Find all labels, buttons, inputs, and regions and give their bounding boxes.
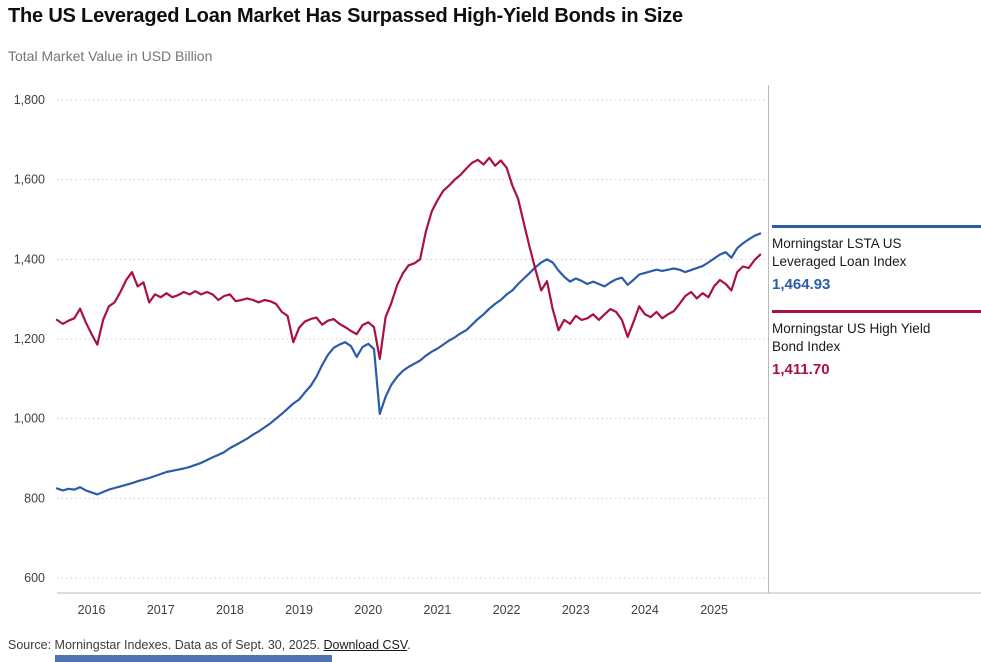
source-footer: Source: Morningstar Indexes. Data as of … [8,638,411,652]
svg-text:1,000: 1,000 [14,412,45,426]
svg-text:2025: 2025 [700,603,728,617]
source-text: Source: Morningstar Indexes. Data as of … [8,638,324,652]
svg-text:1,800: 1,800 [14,93,45,107]
plot-svg: 600 800 1,000 1,200 1,400 1,600 1,800 2016 2017 2… [14,85,981,617]
svg-text:2021: 2021 [424,603,452,617]
svg-text:800: 800 [24,491,45,505]
source-text-suffix: . [407,638,411,652]
svg-text:2019: 2019 [285,603,313,617]
svg-text:2020: 2020 [354,603,382,617]
bottom-blue-bar [55,655,332,662]
chart-subtitle: Total Market Value in USD Billion [8,48,213,64]
chart-title: The US Leveraged Loan Market Has Surpass… [8,5,683,27]
svg-text:2024: 2024 [631,603,659,617]
svg-text:2017: 2017 [147,603,175,617]
svg-text:2022: 2022 [493,603,521,617]
svg-text:1,400: 1,400 [14,252,45,266]
svg-text:1,200: 1,200 [14,332,45,346]
svg-text:2018: 2018 [216,603,244,617]
chart-area: 600 800 1,000 1,200 1,400 1,600 1,800 2016 2017 2… [0,85,981,620]
svg-text:2023: 2023 [562,603,590,617]
svg-text:1,600: 1,600 [14,173,45,187]
download-csv-link[interactable]: Download CSV [323,638,408,652]
svg-text:600: 600 [24,571,45,585]
svg-text:2016: 2016 [78,603,106,617]
